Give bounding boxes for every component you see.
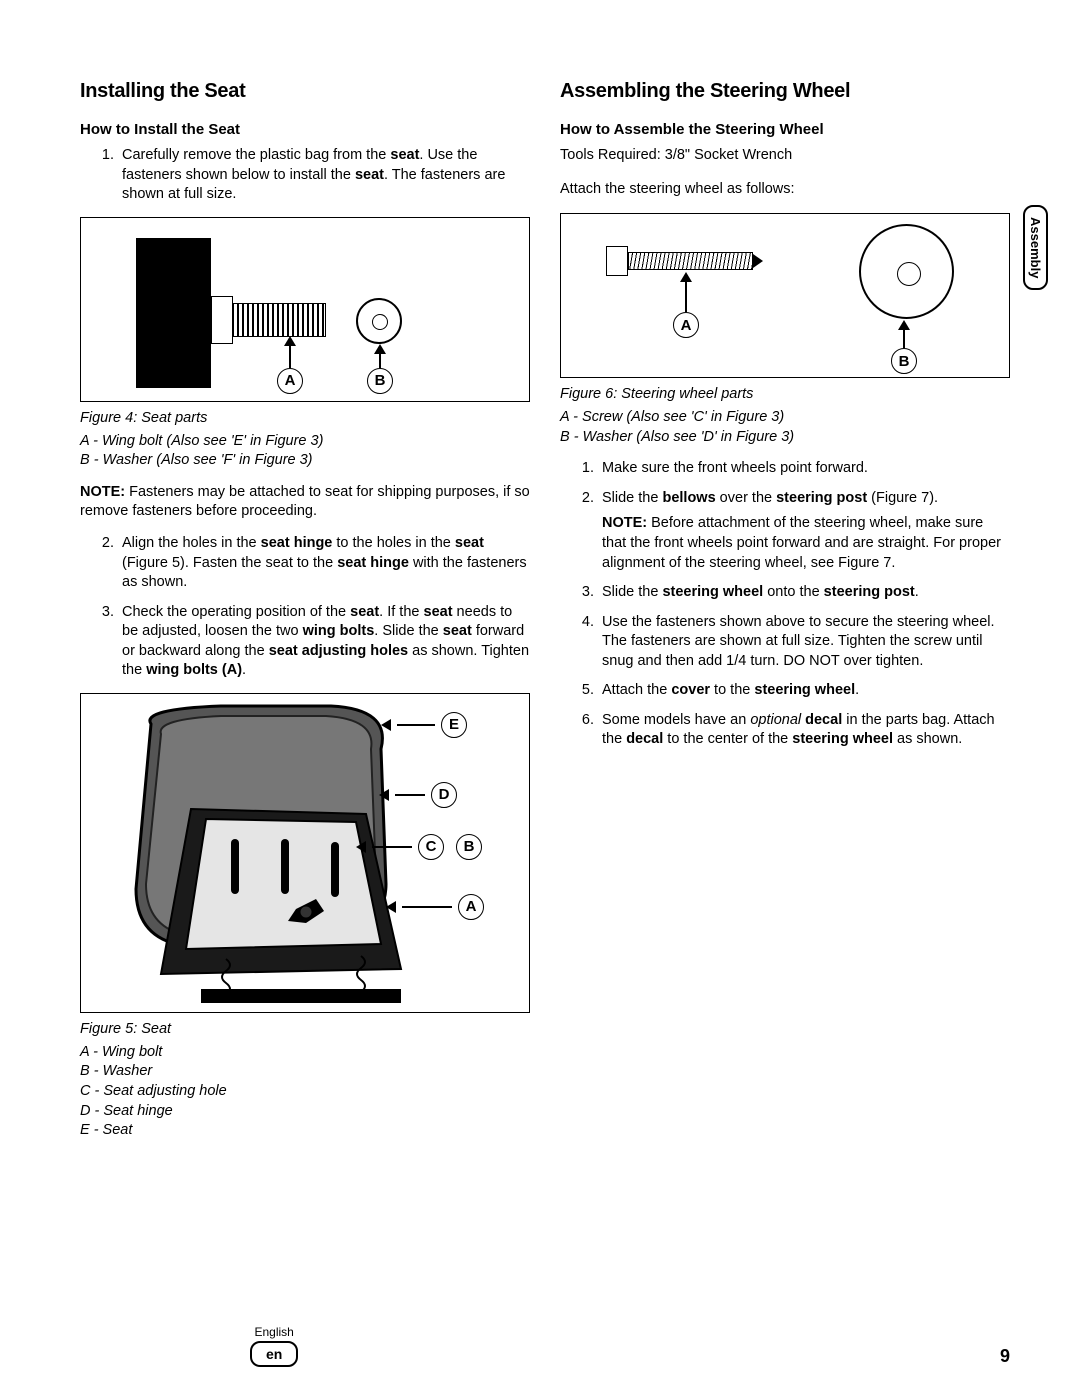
figure-5-caption: Figure 5: Seat <box>80 1021 530 1037</box>
figure-5-legend: A - Wing bolt B - Washer C - Seat adjust… <box>80 1043 530 1141</box>
install-seat-steps-1: Carefully remove the plastic bag from th… <box>80 146 530 205</box>
fig4-bolt-head <box>211 296 233 344</box>
right-column: Assembling the Steering Wheel How to Ass… <box>560 80 1010 1153</box>
figure-4-caption: Figure 4: Seat parts <box>80 410 530 426</box>
steering-step-4: Use the fasteners shown above to secure … <box>598 613 1010 672</box>
steering-step-3: Slide the steering wheel onto the steeri… <box>598 583 1010 603</box>
subheading-how-assemble-steering: How to Assemble the Steering Wheel <box>560 121 1010 138</box>
figure-5: E D C B A <box>80 693 530 1013</box>
heading-installing-seat: Installing the Seat <box>80 80 530 103</box>
page-number: 9 <box>1000 1346 1010 1367</box>
left-column: Installing the Seat How to Install the S… <box>80 80 530 1153</box>
tools-required: Tools Required: 3/8" Socket Wrench <box>560 146 1010 166</box>
install-seat-steps-2: Align the holes in the seat hinge to the… <box>80 534 530 681</box>
subheading-how-install-seat: How to Install the Seat <box>80 121 530 138</box>
fig5-pointer-c: C B <box>356 834 482 860</box>
note-fasteners: NOTE: Fasteners may be attached to seat … <box>80 483 530 522</box>
fig4-washer <box>356 298 402 344</box>
fig6-screw-tip <box>753 254 763 268</box>
fig6-pointer-b: B <box>891 320 917 374</box>
step-1: Carefully remove the plastic bag from th… <box>118 146 530 205</box>
steering-step-6: Some models have an optional decal in th… <box>598 711 1010 750</box>
language-label: English <box>250 1325 298 1339</box>
attach-intro: Attach the steering wheel as follows: <box>560 180 1010 200</box>
fig4-seat-block <box>136 238 211 388</box>
step-2: Align the holes in the seat hinge to the… <box>118 534 530 593</box>
figure-6-caption: Figure 6: Steering wheel parts <box>560 386 1010 402</box>
fig4-pointer-a: A <box>277 336 303 394</box>
figure-4-legend: A - Wing bolt (Also see 'E' in Figure 3)… <box>80 432 530 471</box>
language-code: en <box>250 1341 298 1367</box>
fig5-pointer-d: D <box>379 782 457 808</box>
steering-step-2: Slide the bellows over the steering post… <box>598 489 1010 573</box>
fig6-screw-head <box>606 246 628 276</box>
step-3: Check the operating position of the seat… <box>118 603 530 681</box>
heading-steering-wheel: Assembling the Steering Wheel <box>560 80 1010 103</box>
fig4-pointer-b: B <box>367 344 393 394</box>
fig5-pointer-a: A <box>386 894 484 920</box>
fig6-washer <box>859 224 954 319</box>
page-content: Installing the Seat How to Install the S… <box>0 0 1080 1193</box>
language-badge: English en <box>250 1325 298 1367</box>
steering-steps: Make sure the front wheels point forward… <box>560 459 1010 750</box>
fig6-pointer-a: A <box>673 272 699 338</box>
steering-step-5: Attach the cover to the steering wheel. <box>598 681 1010 701</box>
section-tab: Assembly <box>1023 205 1048 290</box>
fig6-screw-thread <box>628 252 753 270</box>
figure-4: A B <box>80 217 530 402</box>
steering-step-1: Make sure the front wheels point forward… <box>598 459 1010 479</box>
figure-6-legend: A - Screw (Also see 'C' in Figure 3) B -… <box>560 408 1010 447</box>
figure-6: A B <box>560 213 1010 378</box>
fig5-pointer-e: E <box>381 712 467 738</box>
